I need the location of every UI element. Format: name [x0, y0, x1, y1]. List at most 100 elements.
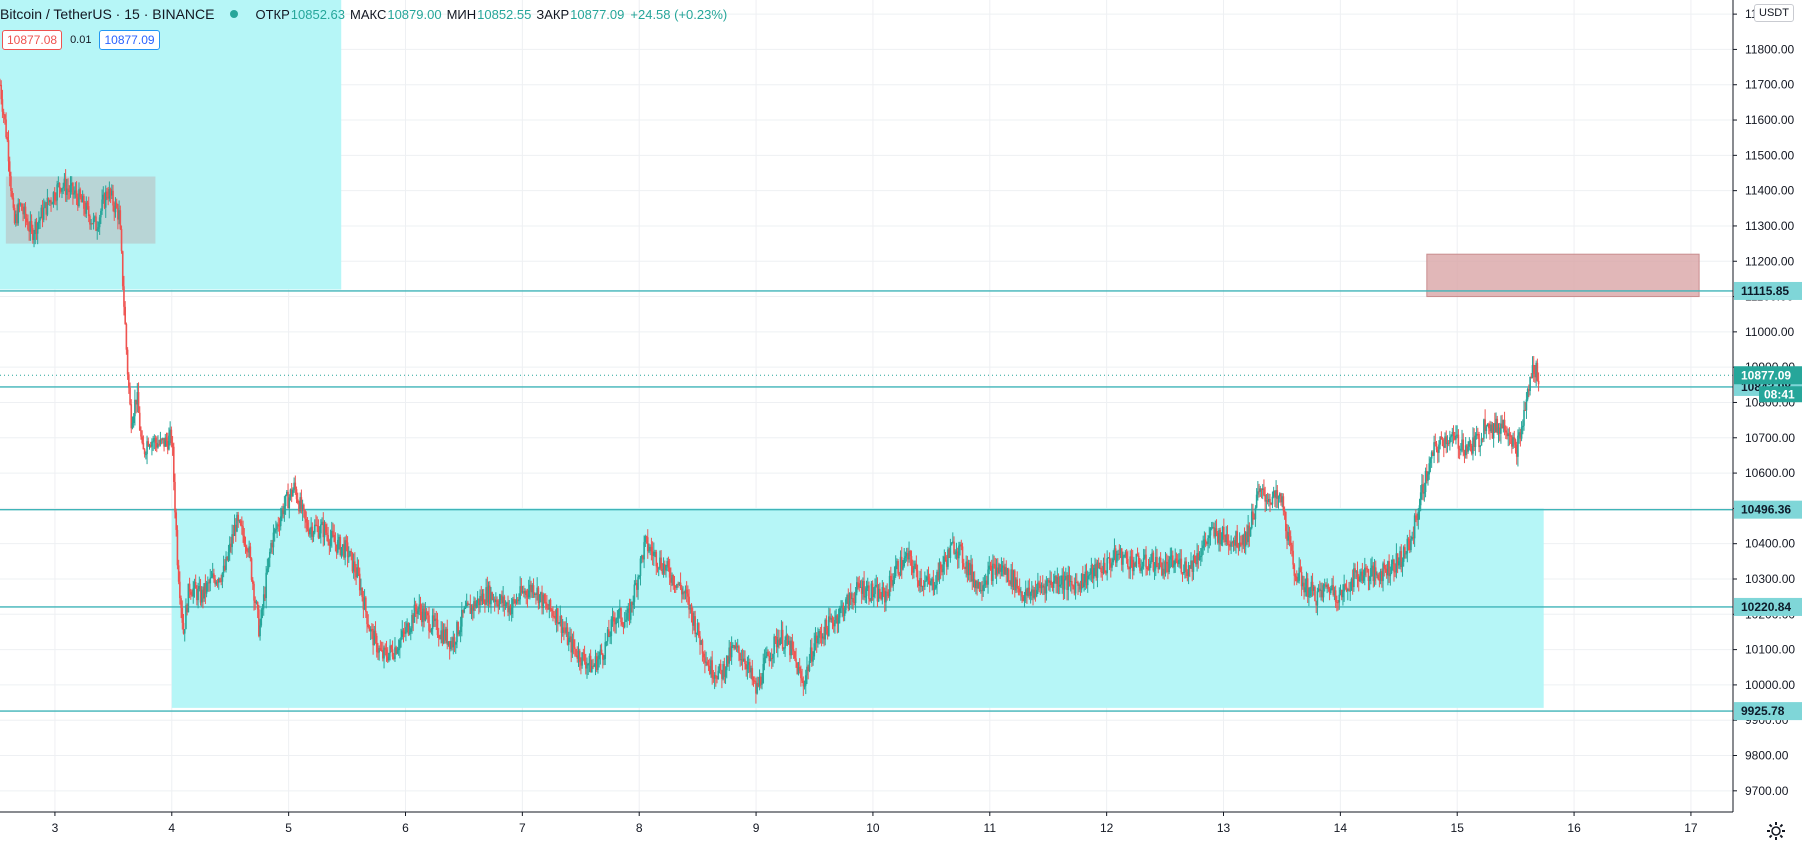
- candle-body: [188, 583, 191, 592]
- candle-body: [1490, 424, 1492, 432]
- candle-body: [344, 540, 346, 558]
- candle-body: [529, 584, 531, 591]
- candle-body: [182, 622, 185, 634]
- buy-price-button[interactable]: 10877.09: [99, 30, 160, 50]
- candle-body: [1509, 435, 1512, 437]
- candle-body: [234, 524, 237, 532]
- candle-body: [1038, 582, 1040, 585]
- symbol-title[interactable]: Bitcoin / TetherUS · 15 · BINANCE: [0, 6, 215, 22]
- candle-body: [1281, 496, 1283, 503]
- candle-body: [1170, 555, 1173, 557]
- candle-body: [873, 594, 875, 597]
- candle-body: [1136, 553, 1139, 556]
- candle-body: [650, 546, 653, 552]
- candle-body: [1391, 559, 1394, 565]
- candle-body: [1250, 511, 1253, 529]
- candle-body: [736, 646, 739, 648]
- candle-body: [1148, 563, 1151, 571]
- candle-body: [567, 637, 570, 645]
- sell-price-button[interactable]: 10877.08: [2, 30, 63, 50]
- candle-body: [63, 178, 66, 187]
- candle-body: [1480, 438, 1483, 446]
- candle-body: [1439, 436, 1441, 445]
- candle-body: [25, 218, 28, 223]
- candle-body: [628, 608, 631, 620]
- candle-body: [973, 579, 976, 589]
- candle-body: [1504, 430, 1507, 433]
- candle-body: [488, 585, 491, 605]
- candle-body: [592, 665, 594, 667]
- candle-body: [593, 665, 596, 667]
- candle-body: [382, 650, 384, 659]
- candle-body: [1193, 555, 1196, 563]
- time-tick-label: 8: [636, 821, 643, 835]
- candle-body: [208, 582, 210, 584]
- candle-body: [337, 539, 339, 553]
- candle-body: [546, 603, 548, 609]
- candle-body: [595, 656, 598, 670]
- candle-body: [893, 576, 896, 580]
- candle-body: [451, 640, 453, 648]
- candle-body: [424, 611, 427, 621]
- settings-gear-icon[interactable]: [1765, 820, 1787, 842]
- low-label: МИН: [446, 6, 477, 22]
- candle-body: [501, 595, 503, 604]
- candle-body: [1191, 560, 1194, 572]
- candle-body: [1453, 435, 1456, 440]
- candle-body: [457, 622, 459, 635]
- candle-body: [920, 577, 923, 587]
- candle-body: [577, 650, 580, 659]
- candle-body: [544, 602, 547, 604]
- candle-body: [580, 662, 582, 666]
- candle-body: [459, 626, 462, 633]
- candle-body: [436, 619, 439, 636]
- candle-body: [34, 221, 37, 235]
- candle-body: [814, 635, 817, 644]
- candle-body: [1074, 582, 1077, 594]
- candle-body: [836, 615, 839, 624]
- candle-body: [304, 510, 306, 519]
- candle-body: [1411, 536, 1414, 539]
- candle-body: [1526, 389, 1529, 400]
- candle-body: [1511, 436, 1513, 447]
- candle-body: [1461, 439, 1463, 450]
- candle-body: [1269, 498, 1271, 503]
- candle-body: [642, 555, 644, 560]
- candle-body: [372, 629, 374, 646]
- candle-body: [668, 567, 671, 578]
- candle-body: [959, 544, 961, 546]
- candle-body: [848, 593, 851, 609]
- candle-body: [253, 583, 255, 601]
- level-price-label-bg: [1734, 597, 1802, 616]
- candle-body: [616, 617, 619, 619]
- candle-body: [1277, 496, 1280, 499]
- candle-body: [298, 502, 300, 512]
- candle-body: [227, 551, 230, 561]
- candle-body: [418, 604, 421, 609]
- candle-body: [998, 564, 1000, 574]
- candle-body: [1089, 573, 1091, 575]
- candle-body: [1340, 589, 1343, 598]
- candle-body: [1063, 579, 1066, 590]
- candle-body: [1094, 563, 1096, 569]
- candle-body: [969, 562, 971, 575]
- candle-body: [312, 532, 315, 537]
- candle-body: [1438, 444, 1440, 453]
- candle-body: [1167, 563, 1169, 573]
- candle-body: [151, 441, 153, 447]
- candle-body: [603, 658, 605, 660]
- candle-body: [281, 508, 283, 517]
- candle-body: [388, 652, 390, 661]
- currency-button[interactable]: USDT: [1754, 4, 1794, 22]
- candle-body: [27, 222, 29, 230]
- candle-body: [169, 429, 171, 436]
- candle-body: [454, 642, 457, 645]
- candle-body: [225, 556, 227, 570]
- candle-body: [154, 438, 157, 443]
- candle-body: [209, 577, 212, 584]
- candle-body: [826, 627, 829, 636]
- candle-body: [1056, 577, 1059, 584]
- candle-body: [1065, 575, 1067, 580]
- candle-body: [812, 656, 814, 662]
